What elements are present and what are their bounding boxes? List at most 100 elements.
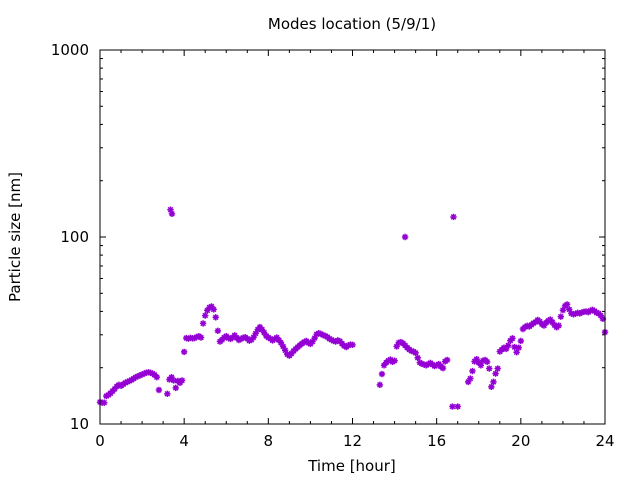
data-point — [492, 370, 499, 377]
data-point — [477, 362, 485, 369]
data-point — [391, 357, 398, 364]
data-point — [101, 399, 108, 406]
data-point — [122, 379, 129, 387]
data-point — [138, 371, 146, 378]
data-point — [475, 359, 482, 366]
data-point — [136, 372, 144, 379]
data-point — [256, 323, 264, 331]
data-point — [315, 329, 323, 337]
data-point — [572, 310, 579, 317]
data-point — [576, 310, 583, 317]
data-point — [559, 307, 567, 314]
x-tick-label: 12 — [343, 432, 362, 450]
data-point — [467, 375, 474, 382]
data-point — [439, 364, 447, 372]
data-point — [494, 365, 501, 372]
data-point — [134, 373, 142, 380]
data-point — [490, 378, 497, 386]
data-point — [208, 303, 215, 310]
x-tick-label: 4 — [179, 432, 189, 450]
data-point — [252, 330, 259, 337]
plot-area-border — [99, 49, 606, 425]
data-point — [465, 378, 472, 386]
data-point — [555, 322, 562, 329]
data-point — [155, 386, 163, 394]
data-point — [275, 336, 283, 344]
data-point — [420, 361, 428, 368]
data-point — [193, 333, 200, 341]
data-point — [250, 334, 257, 341]
data-point — [587, 307, 594, 315]
data-point — [185, 335, 192, 342]
data-point — [469, 367, 476, 375]
data-point — [206, 304, 213, 311]
data-point — [309, 338, 316, 345]
data-point — [509, 335, 516, 342]
data-point — [124, 378, 131, 386]
data-point — [273, 334, 280, 341]
y-tick-labels: 10 100 1000 — [51, 41, 89, 433]
data-point — [517, 337, 525, 345]
data-point — [319, 331, 327, 339]
data-point — [597, 312, 604, 319]
data-point — [246, 337, 253, 344]
data-point — [248, 336, 255, 344]
data-point — [214, 327, 222, 335]
data-point — [115, 381, 123, 389]
data-point — [111, 385, 118, 393]
data-point — [449, 403, 456, 410]
data-point — [488, 383, 495, 391]
x-tick-label: 24 — [595, 432, 614, 450]
data-point — [549, 319, 556, 326]
data-point — [132, 373, 139, 381]
data-point — [153, 373, 161, 381]
data-point — [204, 307, 211, 314]
chart-title: Modes location (5/9/1) — [268, 15, 436, 33]
data-points — [96, 206, 609, 410]
y-tick-label: 1000 — [51, 41, 89, 59]
data-point — [202, 312, 209, 319]
data-point — [225, 334, 232, 342]
data-point — [288, 350, 295, 357]
x-axis-label: Time [hour] — [307, 457, 396, 475]
data-point — [393, 343, 400, 350]
data-point — [170, 377, 177, 384]
data-point — [147, 369, 154, 376]
data-point — [513, 349, 520, 356]
x-tick-label: 8 — [264, 432, 274, 450]
data-point — [167, 206, 174, 213]
data-point — [168, 210, 176, 218]
data-point — [260, 329, 268, 336]
data-point — [502, 345, 510, 353]
data-point — [582, 308, 590, 315]
data-point — [599, 315, 607, 323]
data-point — [568, 310, 575, 317]
data-point — [443, 356, 451, 364]
x-tick-label: 20 — [511, 432, 530, 450]
data-point — [505, 342, 512, 349]
data-point — [210, 306, 217, 313]
y-tick-label: 100 — [60, 228, 89, 246]
data-point — [536, 318, 543, 325]
data-point — [178, 377, 186, 384]
x-tick-labels: 0 4 8 12 16 20 24 — [95, 432, 614, 450]
data-point — [380, 362, 388, 369]
data-point — [540, 322, 548, 329]
data-point — [547, 316, 554, 323]
data-point — [126, 377, 133, 385]
data-point — [557, 313, 565, 320]
data-point — [454, 403, 461, 410]
data-point — [593, 309, 600, 316]
data-point — [199, 320, 207, 327]
data-point — [279, 343, 287, 350]
data-point — [486, 365, 493, 372]
data-point — [431, 362, 438, 370]
x-tick-label: 16 — [427, 432, 446, 450]
data-point — [511, 343, 518, 351]
data-point — [164, 390, 171, 398]
data-point — [566, 306, 573, 313]
data-point — [483, 358, 491, 366]
data-point — [197, 334, 205, 341]
